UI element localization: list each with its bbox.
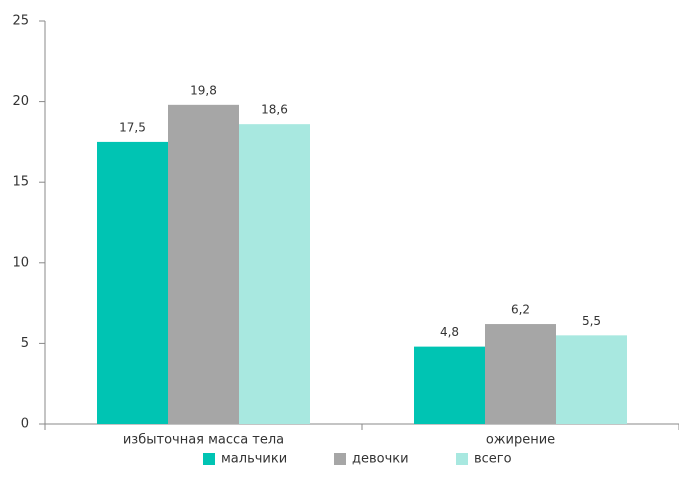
legend-label: всего [474, 452, 512, 467]
bar [168, 104, 239, 424]
value-label: 17,5 [119, 120, 146, 134]
value-label: 19,8 [190, 83, 217, 97]
legend-label: мальчики [221, 452, 287, 467]
bar [97, 141, 168, 424]
bar [485, 324, 556, 424]
y-tick-label: 20 [12, 94, 29, 109]
legend-label: девочки [352, 452, 409, 467]
bar [414, 346, 485, 424]
legend-swatch [456, 453, 468, 465]
x-tick-label: избыточная масса тела [123, 433, 284, 448]
y-tick-label: 10 [12, 255, 29, 270]
value-label: 5,5 [582, 314, 601, 328]
x-tick-label: ожирение [486, 433, 555, 448]
y-tick-label: 5 [21, 336, 29, 351]
value-label: 18,6 [261, 103, 288, 117]
legend-swatch [203, 453, 215, 465]
legend-swatch [334, 453, 346, 465]
bar [239, 124, 310, 424]
value-label: 4,8 [440, 325, 459, 339]
y-tick-label: 25 [12, 14, 29, 29]
y-tick-label: 15 [12, 175, 29, 190]
y-tick-label: 0 [21, 417, 29, 432]
value-label: 6,2 [511, 303, 530, 317]
bar [556, 335, 627, 424]
